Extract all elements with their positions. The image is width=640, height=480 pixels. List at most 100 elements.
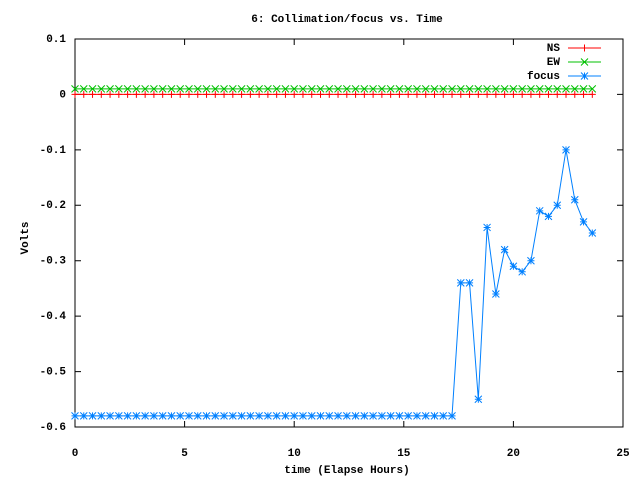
point-marker (308, 90, 316, 98)
point-marker (228, 85, 237, 93)
point-marker (342, 85, 351, 93)
point-marker (369, 85, 377, 93)
point-marker (124, 90, 132, 98)
point-marker (316, 85, 325, 93)
y-tick-label: 0.1 (46, 34, 66, 46)
point-marker (158, 412, 167, 420)
point-marker (159, 90, 167, 98)
point-marker (395, 412, 404, 420)
point-marker (351, 85, 360, 93)
point-marker (194, 90, 202, 98)
point-marker (588, 90, 596, 98)
point-marker (246, 90, 254, 98)
point-marker (272, 412, 281, 420)
point-marker (553, 85, 562, 93)
point-marker (141, 85, 149, 93)
point-marker (185, 85, 193, 93)
point-marker (343, 90, 351, 98)
point-marker (317, 90, 325, 98)
point-marker (518, 267, 527, 276)
point-marker (527, 256, 535, 265)
point-marker (273, 90, 281, 98)
point-marker (202, 85, 211, 93)
point-marker (158, 85, 167, 93)
point-marker (413, 85, 421, 93)
point-marker (106, 90, 114, 98)
point-marker (580, 90, 588, 98)
point-marker (553, 90, 561, 98)
point-marker (106, 85, 114, 93)
point-marker (413, 90, 421, 98)
point-marker (150, 90, 158, 98)
point-marker (509, 262, 518, 271)
point-marker (509, 90, 517, 98)
point-marker (97, 412, 106, 420)
point-marker (106, 412, 114, 420)
point-marker (203, 90, 211, 98)
point-marker (579, 218, 588, 226)
y-tick-label: -0.5 (40, 366, 67, 378)
series-line (75, 149, 593, 417)
legend-label: focus (527, 71, 560, 83)
point-marker (132, 90, 140, 98)
point-marker (422, 90, 430, 98)
y-axis-label: Volts (20, 221, 32, 254)
point-marker (79, 412, 88, 420)
legend-label: EW (547, 57, 561, 69)
point-marker (229, 90, 237, 98)
point-marker (387, 90, 395, 98)
point-marker (220, 90, 228, 98)
point-marker (176, 412, 185, 420)
point-marker (500, 85, 509, 93)
point-marker (351, 412, 360, 420)
point-marker (518, 85, 527, 93)
point-marker (518, 90, 526, 98)
point-marker (255, 412, 263, 420)
point-marker (211, 85, 220, 93)
point-marker (439, 85, 448, 93)
point-marker (281, 90, 289, 98)
y-tick-label: -0.4 (40, 311, 67, 323)
point-marker (307, 412, 316, 420)
point-marker (439, 90, 447, 98)
point-marker (71, 412, 79, 420)
point-marker (553, 201, 562, 210)
point-marker (360, 85, 369, 93)
point-marker (89, 90, 97, 98)
point-marker (474, 90, 482, 98)
point-marker (570, 85, 579, 93)
point-marker (570, 195, 579, 204)
point-marker (571, 90, 579, 98)
point-marker (167, 85, 176, 93)
point-marker (465, 85, 474, 93)
point-marker (544, 90, 552, 98)
point-marker (264, 412, 272, 420)
x-tick-label: 10 (288, 448, 301, 460)
legend-swatch (568, 58, 601, 66)
point-marker (404, 90, 412, 98)
point-marker (246, 412, 255, 420)
point-marker (334, 90, 342, 98)
point-marker (562, 85, 570, 93)
point-marker (457, 90, 465, 98)
plot-frame (74, 38, 624, 428)
point-marker (185, 90, 193, 98)
point-marker (281, 412, 290, 420)
point-marker (316, 412, 325, 420)
point-marker (342, 412, 351, 420)
point-marker (97, 90, 105, 98)
point-marker (176, 85, 185, 93)
point-marker (71, 85, 79, 93)
point-marker (123, 412, 132, 420)
point-marker (325, 412, 334, 420)
point-marker (123, 85, 132, 93)
point-marker (562, 90, 570, 98)
point-marker (483, 223, 491, 232)
point-marker (535, 85, 544, 93)
point-marker (483, 85, 491, 93)
point-marker (299, 85, 307, 93)
point-marker (430, 85, 439, 93)
point-marker (492, 85, 500, 93)
legend-label: NS (547, 43, 561, 55)
